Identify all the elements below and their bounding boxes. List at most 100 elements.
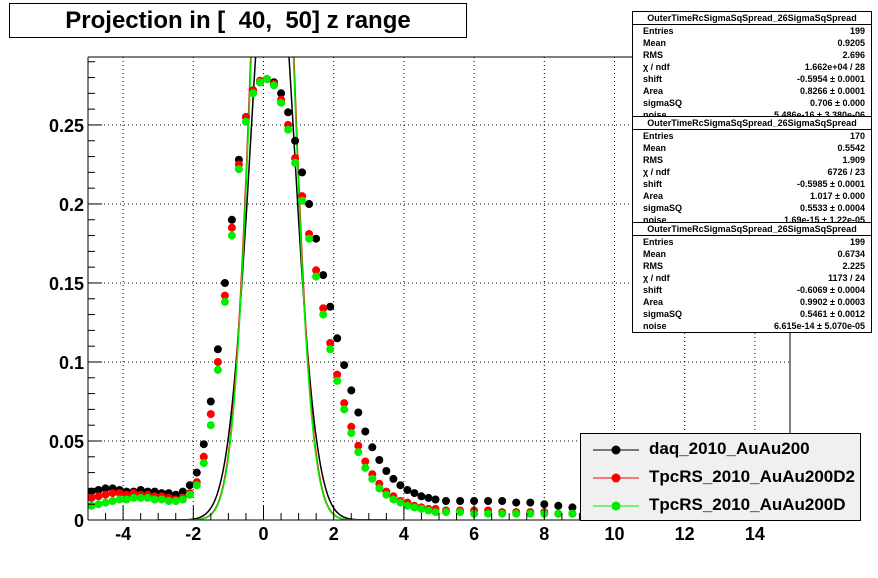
stats-row: RMS 1.909 xyxy=(633,154,871,166)
point-s1-2 xyxy=(101,490,110,499)
stats-value: 1.017 ± 0.000 xyxy=(810,191,865,201)
point-s0-1 xyxy=(94,486,103,494)
stats-key: Mean xyxy=(643,38,667,48)
x-tick-label-0: -4 xyxy=(115,524,131,544)
chart-title: Projection in [ 40, 50] z range xyxy=(9,3,467,38)
point-s0-42 xyxy=(382,467,391,475)
stats-key: noise xyxy=(643,215,667,225)
stats-key: RMS xyxy=(643,261,663,271)
point-s0-43 xyxy=(389,474,398,483)
legend-marker-d2 xyxy=(593,473,639,483)
x-tick-label-2: 0 xyxy=(258,524,268,544)
point-s2-23 xyxy=(249,89,257,98)
point-s1-18 xyxy=(213,358,222,366)
point-s0-29 xyxy=(291,136,300,145)
stats-value: 0.5542 xyxy=(837,143,865,153)
point-s0-14 xyxy=(185,481,194,490)
point-s0-50 xyxy=(442,497,450,505)
point-s2-15 xyxy=(192,481,201,490)
point-s0-40 xyxy=(368,443,377,452)
stats-row: shift -0.5985 ± 0.0001 xyxy=(633,178,871,190)
point-s2-49 xyxy=(431,508,440,517)
stats-row: shift -0.5954 ± 0.0001 xyxy=(633,73,871,85)
point-s0-44 xyxy=(396,481,405,490)
point-s0-17 xyxy=(206,397,215,406)
stats-key: Mean xyxy=(643,143,667,153)
y-tick-label-5: 0.25 xyxy=(49,116,84,136)
point-s2-20 xyxy=(227,231,236,240)
stats-value: 2.696 xyxy=(842,50,865,60)
point-s2-11 xyxy=(164,497,173,505)
point-s0-32 xyxy=(312,234,321,243)
point-s0-48 xyxy=(424,493,433,502)
point-s2-19 xyxy=(220,297,229,306)
stats-key: χ / ndf xyxy=(643,62,670,72)
point-s0-35 xyxy=(333,334,342,343)
point-s2-14 xyxy=(185,490,194,499)
stats-value: 1.909 xyxy=(842,155,865,165)
stats-row: Entries 170 xyxy=(633,130,871,142)
point-s0-27 xyxy=(277,89,286,98)
stats-value: 199 xyxy=(849,26,865,36)
stats-key: shift xyxy=(643,285,662,295)
point-s0-52 xyxy=(470,497,479,505)
stats-row: sigmaSQ 0.706 ± 0.000 xyxy=(633,97,871,109)
point-s2-2 xyxy=(101,498,110,507)
point-s2-26 xyxy=(270,81,278,90)
point-s0-33 xyxy=(319,271,328,280)
stats-box-1: OuterTimeRcSigmaSqSpread_26SigmaSqSpread… xyxy=(632,116,872,227)
point-s2-39 xyxy=(361,463,370,472)
x-tick-labels: -4 -2 0 2 4 6 8 10 12 14 xyxy=(115,524,765,544)
stats-key: sigmaSQ xyxy=(643,98,683,108)
point-s0-36 xyxy=(340,361,349,370)
stats-value: 1.662e+04 / 28 xyxy=(804,62,865,72)
stats-key: noise xyxy=(643,110,667,120)
stats-value: 0.9902 ± 0.0003 xyxy=(800,297,865,307)
stats-box-0: OuterTimeRcSigmaSqSpread_26SigmaSqSpread… xyxy=(632,11,872,122)
point-s2-17 xyxy=(206,421,215,430)
point-s2-29 xyxy=(291,158,300,167)
legend: daq_2010_AuAu200 TpcRS_2010_AuAu200D2 Tp… xyxy=(580,433,861,521)
stats-key: χ / ndf xyxy=(643,167,670,177)
y-tick-label-1: 0.05 xyxy=(49,432,84,452)
stats-row: Area 0.8266 ± 0.0001 xyxy=(633,85,871,97)
point-s2-32 xyxy=(312,272,321,281)
point-s0-41 xyxy=(375,456,384,464)
stats-value: 2.225 xyxy=(842,261,865,271)
stats-key: shift xyxy=(643,74,662,84)
point-s2-48 xyxy=(424,506,433,515)
point-s2-27 xyxy=(277,98,286,107)
stats-row: sigmaSQ 0.5533 ± 0.0004 xyxy=(633,202,871,214)
stats-value: 0.6734 xyxy=(837,249,865,259)
point-s1-37 xyxy=(347,422,356,431)
point-s2-21 xyxy=(234,165,243,174)
point-s1-19 xyxy=(220,291,229,300)
x-tick-label-1: -2 xyxy=(185,524,201,544)
point-s0-19 xyxy=(220,279,229,287)
point-s0-13 xyxy=(178,487,187,496)
point-s0-39 xyxy=(361,427,370,436)
stats-row: noise 5.486e-16 ± 3.380e-06 xyxy=(633,109,871,121)
legend-marker-daq xyxy=(593,445,639,455)
point-s2-13 xyxy=(178,495,187,504)
point-s1-17 xyxy=(206,410,215,419)
stats-header: OuterTimeRcSigmaSqSpread_26SigmaSqSpread xyxy=(633,117,871,130)
stats-key: RMS xyxy=(643,50,663,60)
y-tick-label-4: 0.2 xyxy=(59,195,84,215)
stats-key: RMS xyxy=(643,155,663,165)
point-s2-9 xyxy=(150,495,159,504)
point-s1-35 xyxy=(333,370,342,379)
stats-header: OuterTimeRcSigmaSqSpread_26SigmaSqSpread xyxy=(633,223,871,236)
point-s2-30 xyxy=(298,196,307,205)
stats-row: Area 0.9902 ± 0.0003 xyxy=(633,296,871,308)
point-s0-38 xyxy=(354,408,363,417)
point-s0-20 xyxy=(227,215,236,224)
point-s2-24 xyxy=(256,78,264,87)
point-s2-36 xyxy=(340,405,349,414)
point-s2-16 xyxy=(199,459,208,468)
point-s0-53 xyxy=(484,497,493,505)
point-s2-40 xyxy=(368,474,377,483)
point-s2-44 xyxy=(396,498,405,507)
point-s0-59 xyxy=(568,503,577,512)
point-s2-6 xyxy=(129,493,138,502)
